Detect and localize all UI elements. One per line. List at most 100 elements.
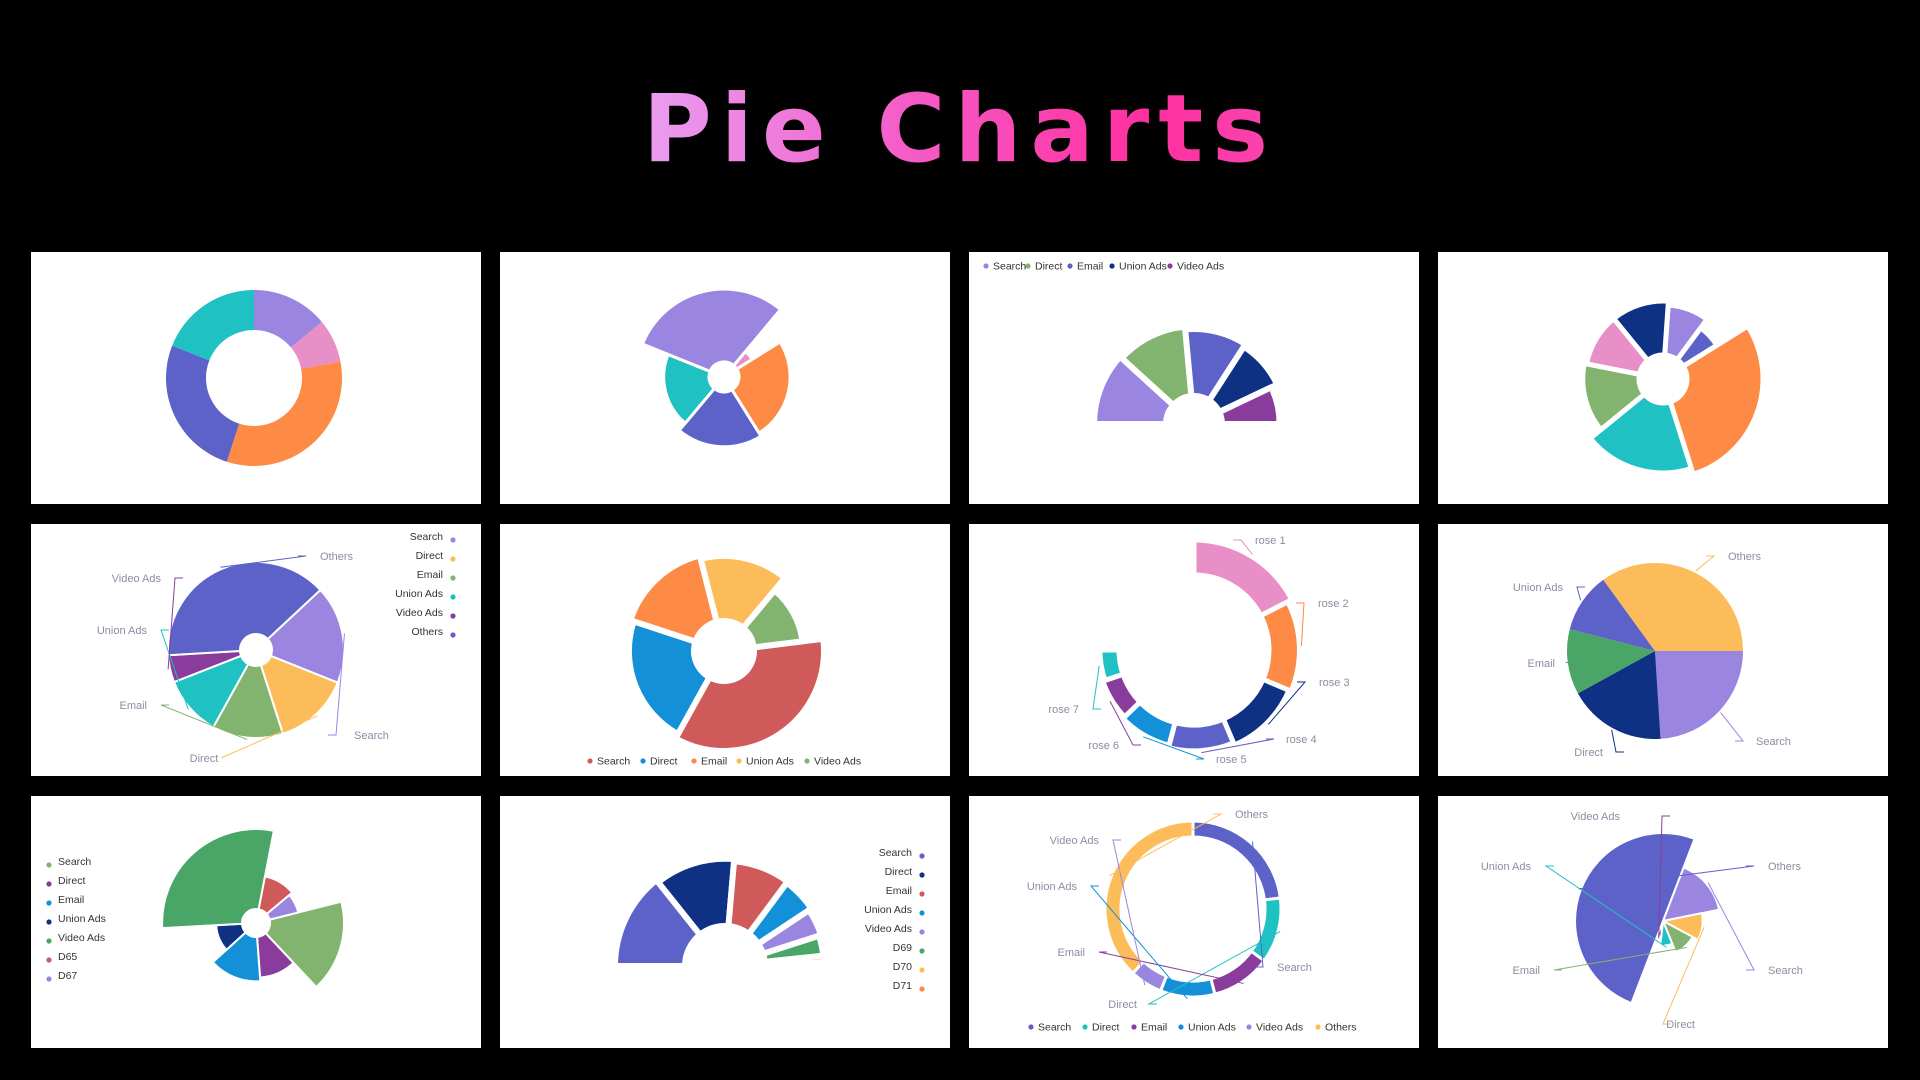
legend-item-video-ads[interactable]: Video Ads: [814, 756, 861, 768]
legend-item-direct[interactable]: Direct: [58, 875, 86, 887]
slice-d67[interactable]: [265, 893, 300, 921]
chart-panel-2: [500, 252, 950, 504]
legend-item-email[interactable]: Email: [1077, 261, 1103, 273]
legend-item-union-ads[interactable]: Union Ads: [1119, 261, 1167, 273]
slice-email[interactable]: [1661, 918, 1694, 954]
leader-line-union-ads: [1089, 885, 1188, 1000]
slice-others[interactable]: [1103, 819, 1195, 976]
slice-search[interactable]: [264, 900, 345, 989]
slice-5[interactable]: [172, 290, 254, 361]
legend-item-direct[interactable]: Direct: [1092, 1022, 1120, 1034]
slice-d71[interactable]: [761, 959, 827, 969]
slice-search[interactable]: [1191, 819, 1282, 902]
slice-rose-2[interactable]: [1258, 599, 1302, 694]
legend-marker-video-ads: [919, 929, 925, 935]
legend-item-direct[interactable]: Direct: [1035, 261, 1063, 273]
slice-7[interactable]: [1611, 298, 1671, 363]
legend-item-video-ads[interactable]: Video Ads: [1177, 261, 1224, 273]
leader-line-rose-7: [1092, 665, 1101, 710]
legend-marker-direct: [1082, 1024, 1088, 1030]
slice-union-ads[interactable]: [1158, 973, 1217, 999]
slice-search[interactable]: [1655, 651, 1743, 739]
slice-1[interactable]: [254, 290, 322, 348]
legend-item-video-ads[interactable]: Video Ads: [58, 932, 105, 944]
slice-video-ads[interactable]: [1216, 384, 1283, 427]
leader-line-search: [1707, 882, 1755, 971]
slice-4[interactable]: [1587, 391, 1694, 476]
slice-video-ads[interactable]: [161, 828, 275, 930]
slice-union-ads[interactable]: [1206, 343, 1281, 415]
slice-direct[interactable]: [1660, 911, 1704, 942]
legend-item-search[interactable]: Search: [597, 756, 630, 768]
leader-line-direct: [1147, 930, 1281, 1005]
legend-item-others[interactable]: Others: [411, 626, 443, 638]
slice-email[interactable]: [1567, 629, 1655, 694]
legend-marker-search: [919, 853, 925, 859]
legend-item-others[interactable]: Others: [1325, 1022, 1357, 1034]
legend-item-search[interactable]: Search: [993, 261, 1026, 273]
leader-line-search: [1720, 712, 1745, 742]
slice-email[interactable]: [627, 552, 720, 645]
slice-email[interactable]: [1209, 949, 1267, 997]
legend-item-email[interactable]: Email: [701, 756, 727, 768]
slice-email[interactable]: [211, 662, 285, 739]
label-others: Others: [320, 551, 354, 563]
leader-line-others: [1578, 865, 1755, 890]
pie-chart-8: Search Direct Email Union Ads Others: [1513, 551, 1791, 759]
legend-item-union-ads[interactable]: Union Ads: [746, 756, 794, 768]
slice-direct[interactable]: [625, 618, 713, 738]
slice-2[interactable]: [290, 321, 341, 370]
slice-direct[interactable]: [259, 654, 340, 736]
slice-search[interactable]: [672, 635, 827, 754]
legend-item-search[interactable]: Search: [879, 847, 912, 859]
legend-item-d71[interactable]: D71: [893, 980, 912, 992]
legend-item-video-ads[interactable]: Video Ads: [1256, 1022, 1303, 1034]
slice-search[interactable]: [612, 876, 704, 969]
legend-item-d69[interactable]: D69: [893, 942, 912, 954]
legend-marker-video-ads: [46, 938, 52, 944]
legend-item-d65[interactable]: D65: [58, 951, 77, 963]
legend-marker-union-ads: [736, 758, 742, 764]
legend-item-search[interactable]: Search: [58, 856, 91, 868]
legend-item-email[interactable]: Email: [417, 569, 443, 581]
slice-4[interactable]: [662, 352, 717, 426]
slice-5[interactable]: [640, 287, 783, 374]
slice-search[interactable]: [1661, 866, 1721, 923]
label-others: Others: [1768, 861, 1802, 873]
slice-rose-1[interactable]: [1191, 537, 1295, 619]
legend-item-email[interactable]: Email: [886, 885, 912, 897]
legend-item-d67[interactable]: D67: [58, 970, 77, 982]
legend-item-search[interactable]: Search: [410, 531, 443, 543]
slice-rose-4[interactable]: [1165, 716, 1236, 754]
slice-3[interactable]: [226, 361, 342, 466]
slice-direct[interactable]: [1249, 896, 1283, 963]
legend-item-union-ads[interactable]: Union Ads: [864, 904, 912, 916]
legend-item-video-ads[interactable]: Video Ads: [865, 923, 912, 935]
legend-item-email[interactable]: Email: [1141, 1022, 1167, 1034]
slice-union-ads[interactable]: [697, 552, 788, 631]
slice-direct[interactable]: [1577, 651, 1661, 739]
slice-3[interactable]: [677, 386, 764, 449]
slice-email[interactable]: [211, 930, 262, 983]
slice-others[interactable]: [167, 561, 322, 657]
slice-video-ads[interactable]: [740, 587, 806, 651]
legend-marker-union-ads: [450, 594, 456, 600]
legend-item-d70[interactable]: D70: [893, 961, 912, 973]
legend-item-video-ads[interactable]: Video Ads: [396, 607, 443, 619]
leader-line-search: [1252, 841, 1264, 968]
legend-item-search[interactable]: Search: [1038, 1022, 1071, 1034]
slice-others[interactable]: [1603, 563, 1743, 651]
legend-item-direct[interactable]: Direct: [416, 550, 444, 562]
legend-item-union-ads[interactable]: Union Ads: [395, 588, 443, 600]
legend-item-union-ads[interactable]: Union Ads: [1188, 1022, 1236, 1034]
legend-item-direct[interactable]: Direct: [885, 866, 913, 878]
leader-line-union-ads: [1576, 586, 1585, 601]
slice-d65[interactable]: [257, 875, 294, 916]
legend-item-direct[interactable]: Direct: [650, 756, 678, 768]
slice-rose-7[interactable]: [1097, 647, 1126, 683]
slice-3[interactable]: [1667, 323, 1766, 477]
slice-union-ads[interactable]: [1569, 579, 1655, 651]
legend-item-union-ads[interactable]: Union Ads: [58, 913, 106, 925]
slice-4[interactable]: [166, 345, 240, 462]
legend-item-email[interactable]: Email: [58, 894, 84, 906]
